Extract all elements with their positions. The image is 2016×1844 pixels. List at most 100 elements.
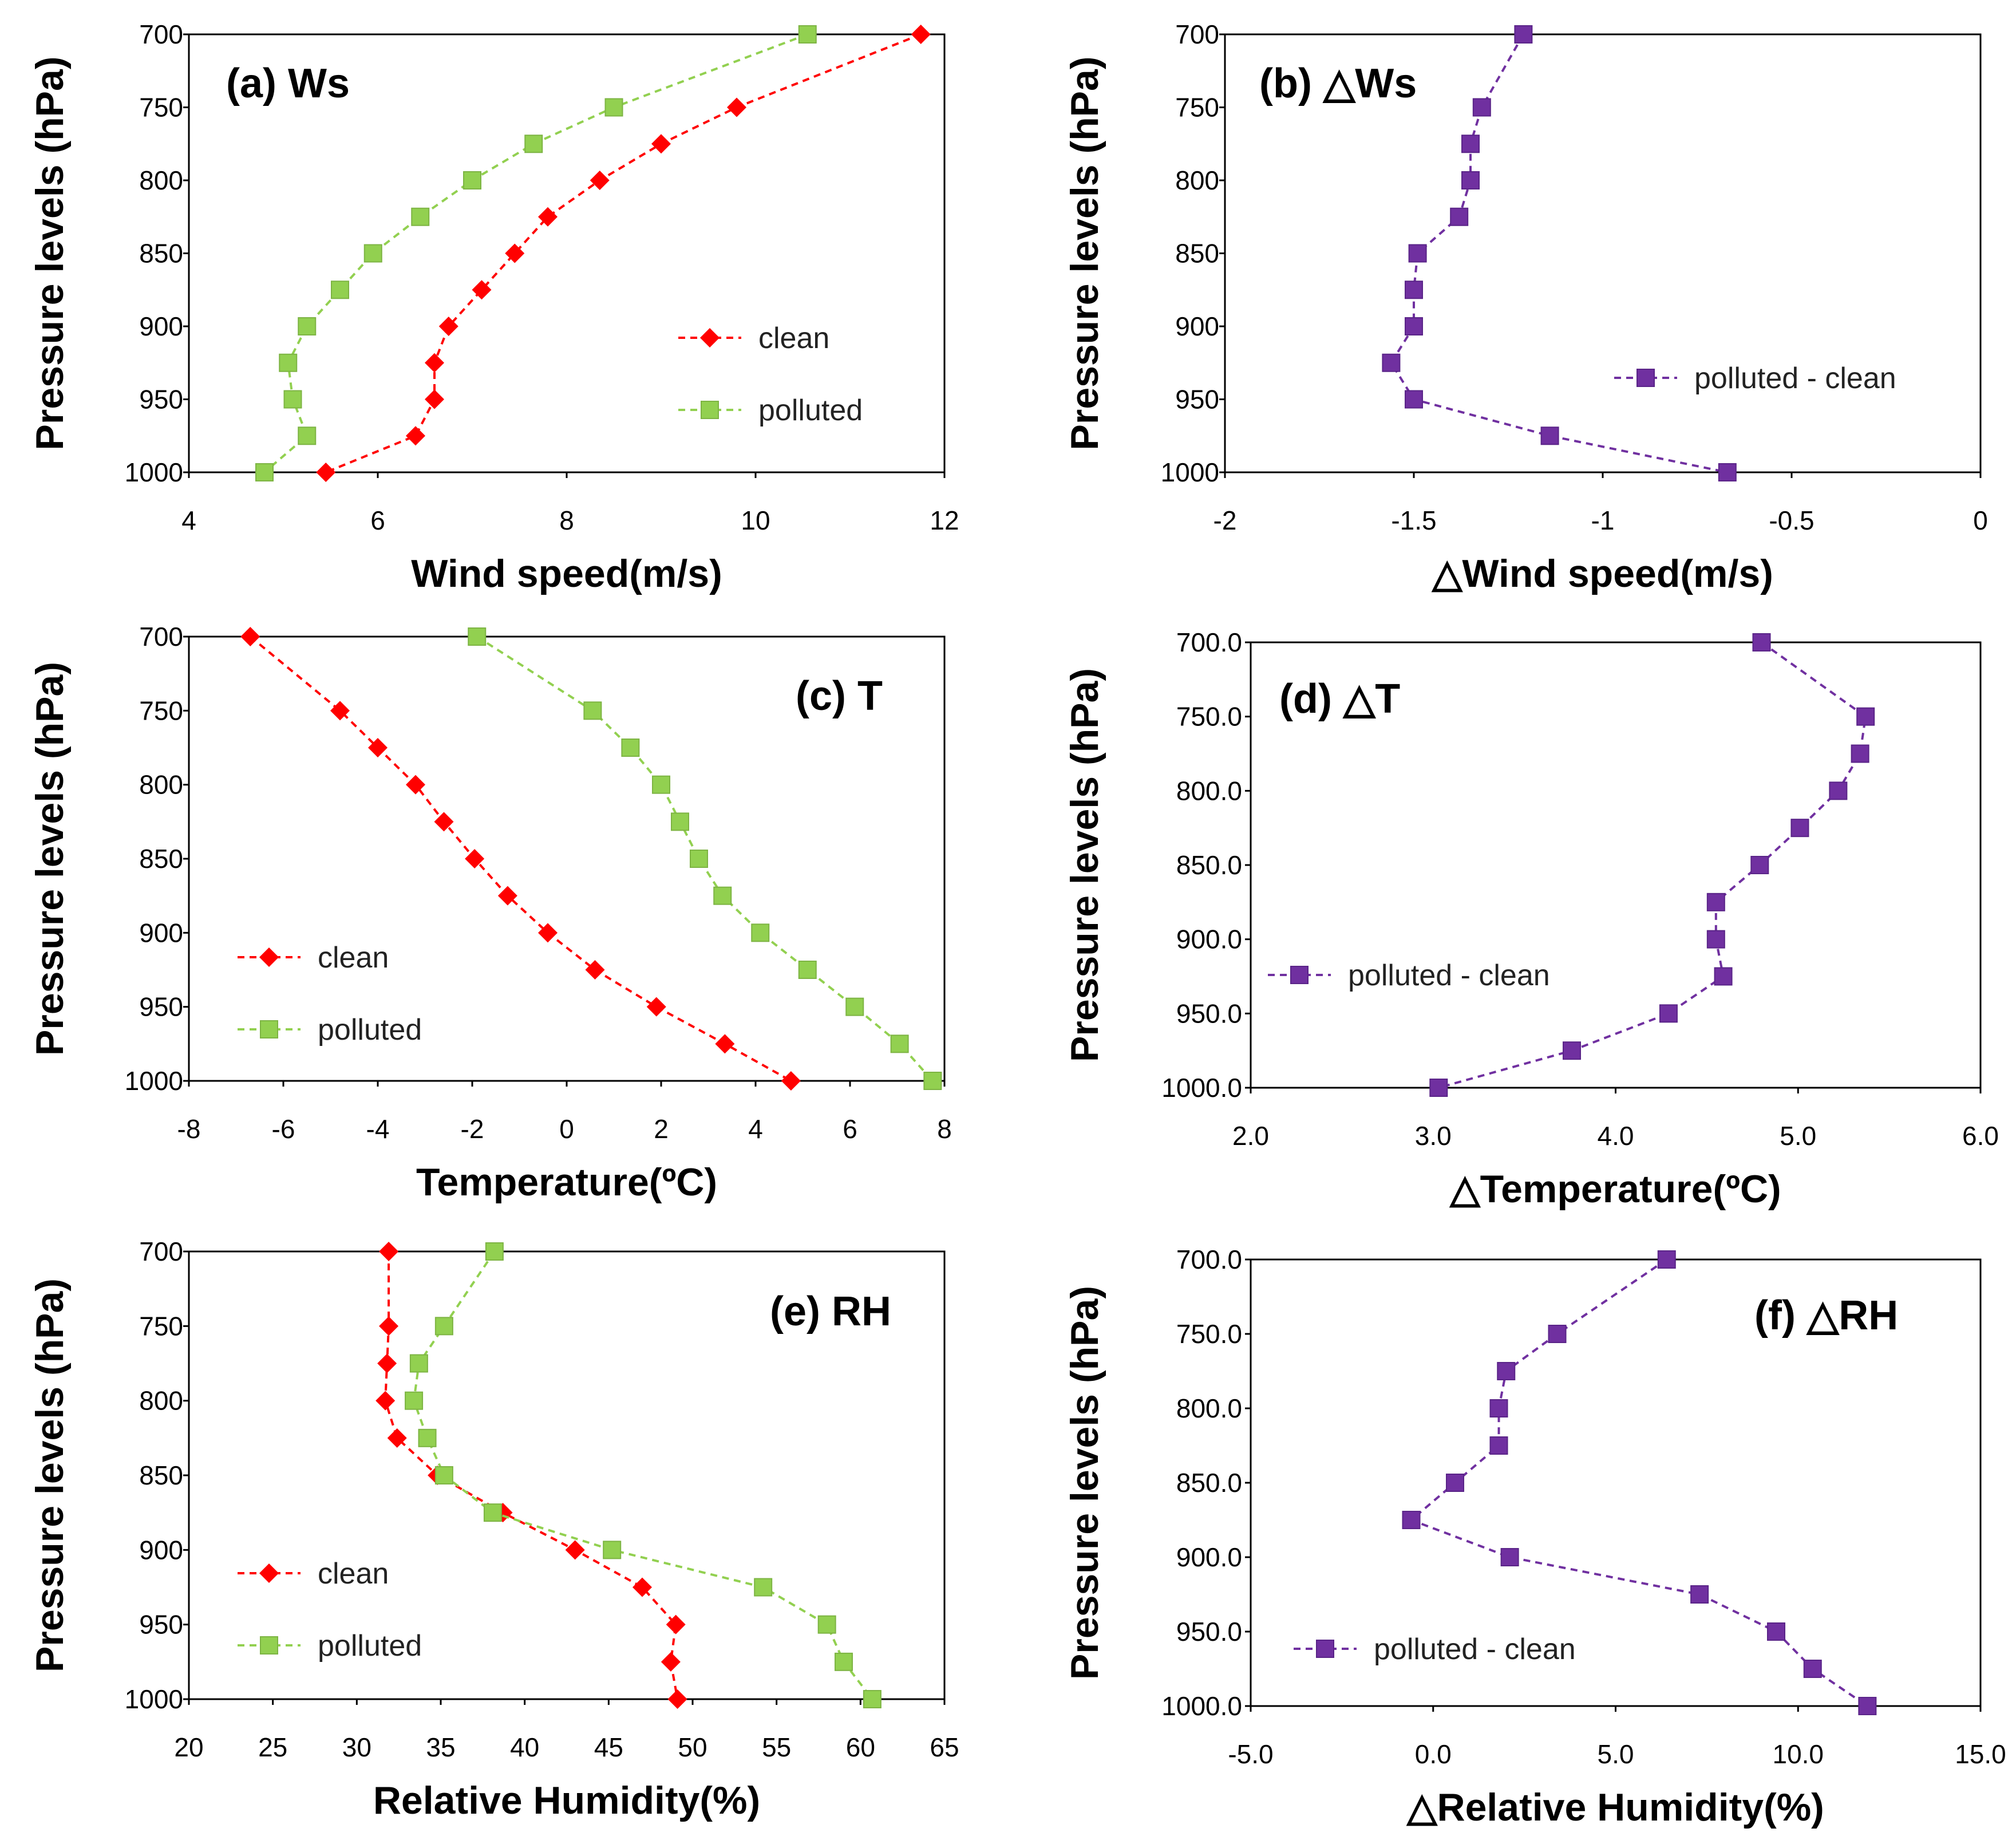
- data-point: [715, 1034, 735, 1054]
- legend-label: clean: [758, 322, 829, 355]
- x-tick-label: 15.0: [1955, 1739, 2006, 1769]
- data-point: [565, 1540, 585, 1560]
- data-point: [1767, 1622, 1785, 1641]
- data-point: [524, 135, 543, 153]
- data-point: [621, 739, 640, 757]
- data-point: [1548, 1325, 1567, 1343]
- x-tick-label: 6.0: [1962, 1121, 1999, 1151]
- x-tick-label: 6: [843, 1114, 857, 1144]
- y-tick-label: 850: [139, 1460, 183, 1490]
- y-axis-label: Pressure levels (hPa): [1063, 1286, 1106, 1680]
- x-axis-label: △Relative Humidity(%): [1406, 1786, 1824, 1829]
- x-tick-label: 2.0: [1232, 1121, 1269, 1151]
- data-point: [590, 171, 610, 190]
- data-point: [1461, 135, 1480, 153]
- x-tick-label: 60: [846, 1732, 875, 1762]
- data-point: [633, 1577, 652, 1597]
- x-tick-label: 45: [594, 1732, 623, 1762]
- data-point: [1500, 1548, 1519, 1566]
- data-point: [425, 389, 444, 409]
- x-tick-label: 55: [762, 1732, 791, 1762]
- data-point: [1450, 207, 1469, 226]
- legend-label: polluted - clean: [1694, 362, 1896, 395]
- data-point: [646, 997, 666, 1017]
- data-point: [405, 1391, 424, 1410]
- data-point: [781, 1071, 801, 1091]
- y-tick-label: 750.0: [1176, 702, 1242, 732]
- x-tick-label: 5.0: [1598, 1739, 1634, 1769]
- panel-f: 700.0 750.0 800.0 850.0 900.0 950.0 1000.0 -5.0…: [1063, 1245, 2006, 1829]
- y-tick-label: 750: [139, 93, 183, 123]
- y-axis-label: Pressure levels (hPa): [28, 57, 72, 451]
- data-point: [651, 134, 671, 154]
- data-point: [1718, 463, 1737, 481]
- data-point: [798, 961, 817, 979]
- data-point: [1497, 1362, 1516, 1380]
- y-tick-label: 1000: [125, 1066, 183, 1096]
- y-tick-label: 800: [139, 770, 183, 800]
- data-point: [1408, 244, 1427, 263]
- y-tick-label: 850: [139, 844, 183, 874]
- y-tick-label: 1000.0: [1161, 1073, 1242, 1103]
- data-point: [667, 1689, 687, 1709]
- legend-label: clean: [318, 1557, 389, 1590]
- y-tick-label: 750.0: [1176, 1319, 1242, 1349]
- y-tick-label: 950: [139, 385, 183, 414]
- x-tick-label: -5.0: [1228, 1739, 1273, 1769]
- y-tick-label: 1000: [1161, 457, 1219, 487]
- series-line-clean: [249, 635, 792, 1082]
- y-tick-label: 900.0: [1176, 925, 1242, 954]
- panel-title: (c) T: [796, 673, 883, 719]
- data-point: [690, 850, 708, 868]
- data-point: [465, 849, 485, 868]
- legend-marker: [259, 947, 279, 967]
- panel-title: (b) △Ws: [1259, 61, 1417, 106]
- legend-label: polluted: [758, 394, 863, 427]
- x-tick-label: 25: [258, 1732, 287, 1762]
- panel-title: (f) △RH: [1754, 1293, 1898, 1338]
- x-tick-label: 4: [181, 506, 196, 535]
- y-tick-label: 850: [1175, 239, 1219, 268]
- y-axis-label: Pressure levels (hPa): [28, 662, 72, 1056]
- y-tick-label: 950: [1175, 385, 1219, 414]
- data-point: [817, 1615, 836, 1634]
- data-point: [1429, 1079, 1448, 1097]
- data-point: [1461, 171, 1480, 189]
- x-tick-label: 10: [741, 506, 770, 535]
- data-point: [505, 243, 525, 263]
- data-point: [1514, 25, 1533, 44]
- series-line-polluted: [263, 33, 808, 473]
- data-point: [363, 244, 382, 263]
- x-axis-label: Wind speed(m/s): [411, 552, 722, 595]
- y-tick-label: 800: [139, 165, 183, 195]
- legend-label: clean: [318, 941, 389, 974]
- data-point: [845, 997, 864, 1016]
- data-point: [666, 1614, 686, 1634]
- x-axis-label: Relative Humidity(%): [373, 1779, 760, 1822]
- x-tick-label: -1.5: [1391, 506, 1436, 535]
- x-tick-label: -0.5: [1769, 506, 1814, 535]
- data-point: [331, 281, 349, 299]
- x-axis-label: Temperature(ºC): [416, 1160, 717, 1204]
- data-point: [1540, 427, 1559, 445]
- y-tick-label: 700.0: [1176, 627, 1242, 657]
- legend-marker: [701, 401, 719, 419]
- y-tick-label: 700: [139, 19, 183, 49]
- data-point: [411, 207, 430, 226]
- data-point: [409, 1354, 428, 1373]
- data-point: [1489, 1399, 1508, 1417]
- panel-c: 700 750 800 850 900 950 1000 -8 -6 -4 -2 0 2 4 6 8 Tempe…: [28, 622, 952, 1204]
- data-point: [1750, 856, 1769, 874]
- data-point: [1472, 98, 1491, 117]
- data-point: [434, 812, 454, 832]
- data-point: [1446, 1474, 1464, 1492]
- legend-marker: [1290, 966, 1309, 984]
- x-tick-label: 50: [678, 1732, 707, 1762]
- panel-d: 700.0 750.0 800.0 850.0 900.0 950.0 1000.0 2.0 3…: [1063, 627, 1999, 1211]
- data-point: [713, 886, 732, 905]
- y-axis-label: Pressure levels (hPa): [28, 1278, 72, 1672]
- panel-b: 700 750 800 850 900 950 1000 -2 -1.5 -1 -0.5 0 △Wind…: [1063, 19, 1988, 595]
- y-tick-label: 850.0: [1176, 850, 1242, 880]
- panel-title: (a) Ws: [226, 61, 350, 106]
